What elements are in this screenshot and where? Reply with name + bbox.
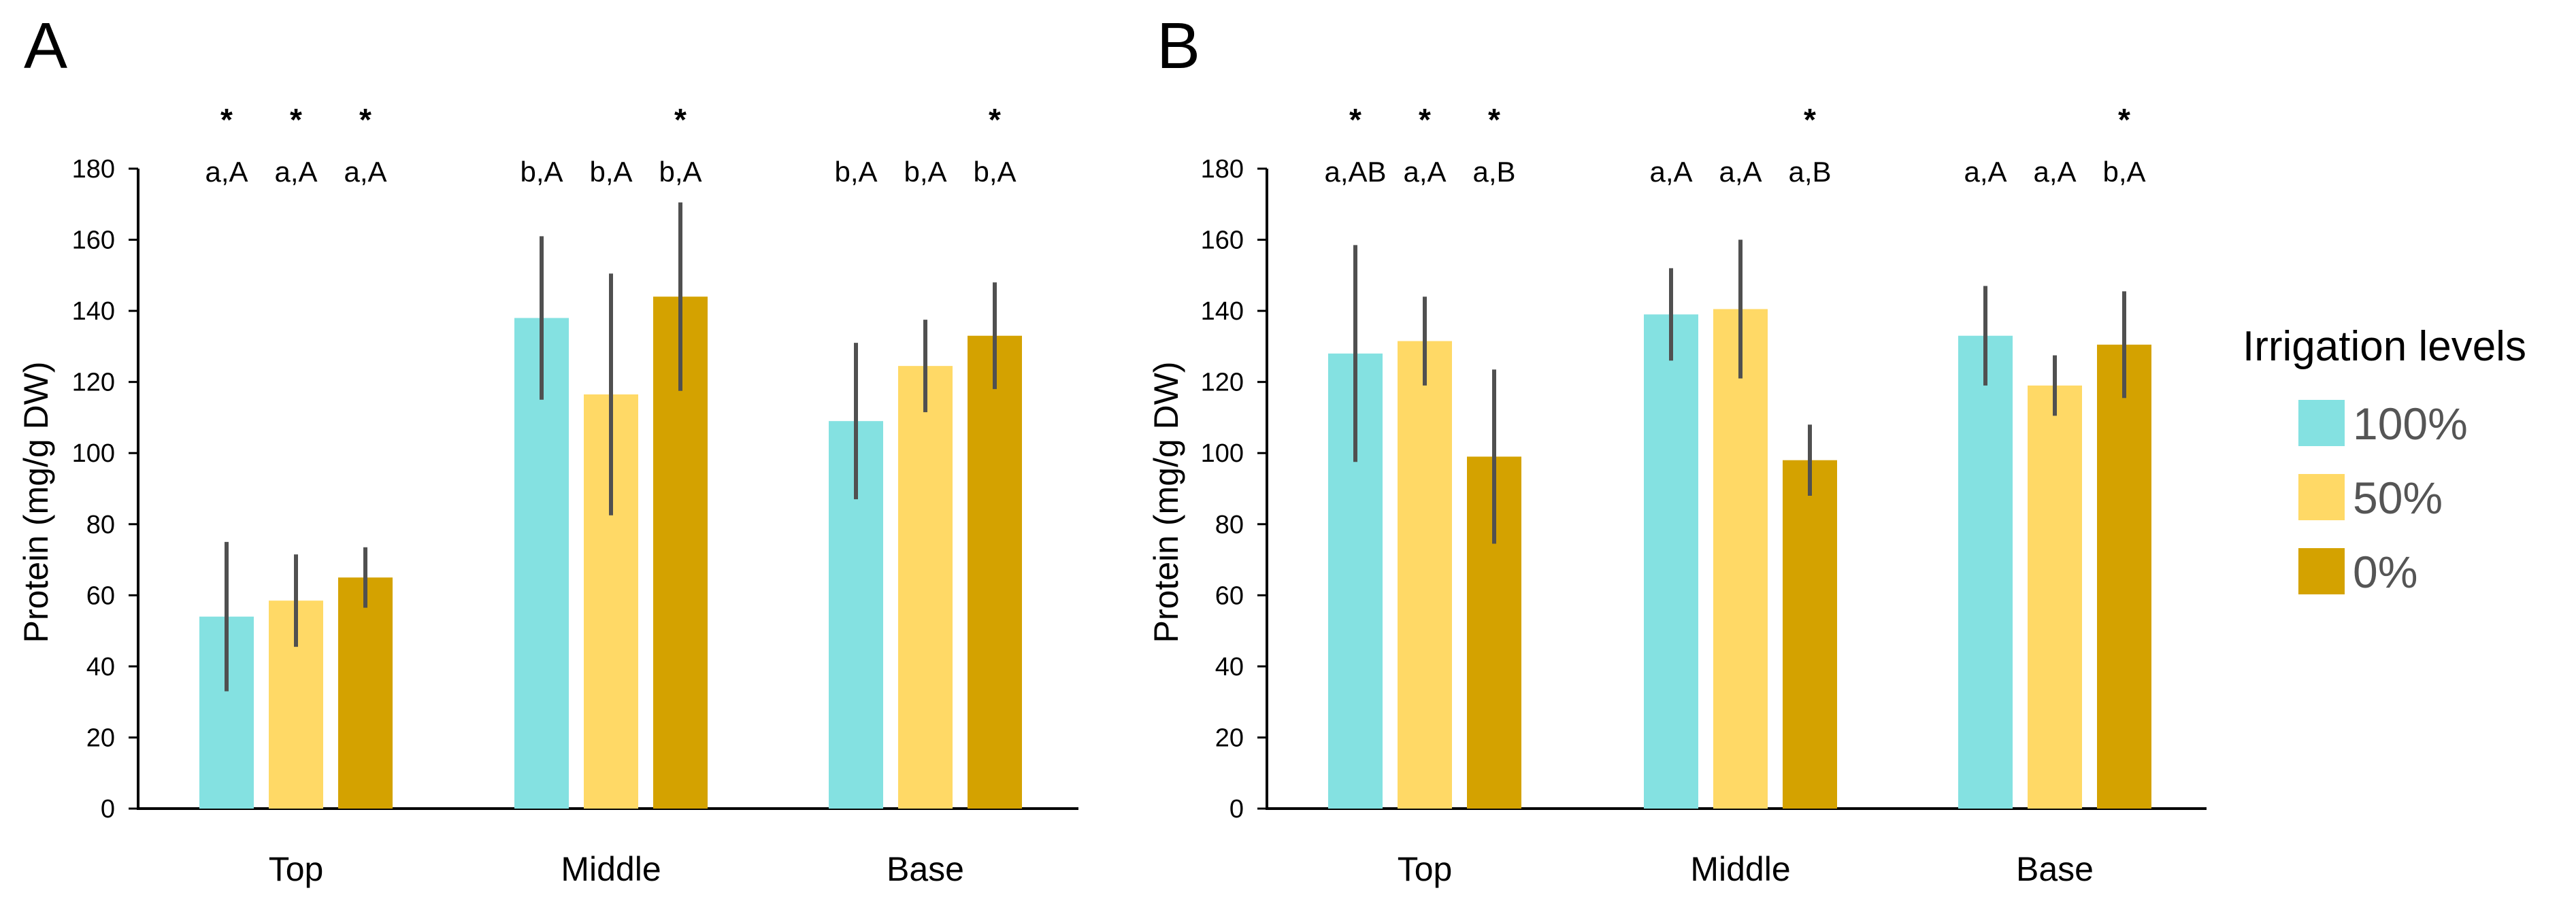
significance-label-0-base: b,A bbox=[2102, 156, 2145, 188]
y-tick-label: 160 bbox=[1201, 226, 1244, 255]
significance-label-100-middle: b,A bbox=[520, 156, 563, 188]
significance-label-0-middle: a,B bbox=[1788, 156, 1831, 188]
y-tick-label: 20 bbox=[86, 724, 115, 752]
significance-label-0-base: b,A bbox=[973, 156, 1016, 188]
legend: Irrigation levels 100% 50% 0% bbox=[2243, 323, 2526, 597]
bar-50-middle bbox=[1713, 309, 1768, 809]
y-tick-label: 40 bbox=[1215, 653, 1244, 681]
significance-label-100-base: a,A bbox=[1964, 156, 2007, 188]
significance-label-50-middle: b,A bbox=[589, 156, 632, 188]
bar-100-middle bbox=[1644, 314, 1698, 809]
y-tick-label: 180 bbox=[72, 155, 115, 184]
panel-b: B Protein (mg/g DW) 0 20 40 60 80 100 120 140 160 1… bbox=[1147, 10, 2207, 888]
significance-star-100-top: * bbox=[220, 102, 233, 137]
y-tick-label: 120 bbox=[1201, 369, 1244, 397]
y-tick-label: 160 bbox=[72, 226, 115, 255]
y-tick-label: 60 bbox=[86, 581, 115, 610]
panel-a: A Protein (mg/g DW) 0 20 40 60 80 100 120 140 160 1… bbox=[17, 10, 1078, 888]
y-tick-label: 40 bbox=[86, 653, 115, 681]
significance-star-0-middle: * bbox=[1804, 102, 1816, 137]
y-tick-label: 0 bbox=[101, 795, 115, 824]
significance-label-50-middle: a,A bbox=[1719, 156, 1762, 188]
legend-swatch-50 bbox=[2298, 474, 2345, 520]
panel-letter: A bbox=[24, 10, 67, 82]
y-tick-label: 140 bbox=[72, 297, 115, 326]
bar-50-base bbox=[2028, 385, 2082, 809]
y-tick-label: 180 bbox=[1201, 155, 1244, 184]
category-label-middle: Middle bbox=[1690, 850, 1790, 888]
legend-title: Irrigation levels bbox=[2243, 323, 2526, 370]
significance-label-0-top: a,B bbox=[1472, 156, 1515, 188]
category-label-middle: Middle bbox=[561, 850, 661, 888]
y-tick-label: 100 bbox=[72, 439, 115, 468]
significance-star-0-top: * bbox=[359, 102, 371, 137]
significance-star-0-top: * bbox=[1488, 102, 1500, 137]
y-axis-label: Protein (mg/g DW) bbox=[1147, 362, 1185, 643]
significance-star-0-base: * bbox=[989, 102, 1001, 137]
legend-label-100: 100% bbox=[2353, 399, 2468, 449]
significance-label-50-top: a,A bbox=[1403, 156, 1446, 188]
legend-label-50: 50% bbox=[2353, 473, 2443, 523]
significance-star-100-top: * bbox=[1349, 102, 1361, 137]
bar-0-middle bbox=[1783, 460, 1837, 809]
significance-label-50-base: a,A bbox=[2033, 156, 2076, 188]
significance-star-50-top: * bbox=[290, 102, 302, 137]
y-tick-label: 0 bbox=[1229, 795, 1244, 824]
significance-label-50-base: b,A bbox=[904, 156, 946, 188]
y-tick-label: 80 bbox=[1215, 511, 1244, 539]
y-tick-label: 140 bbox=[1201, 297, 1244, 326]
significance-label-0-top: a,A bbox=[344, 156, 386, 188]
legend-swatch-0 bbox=[2298, 548, 2345, 594]
y-tick-label: 60 bbox=[1215, 581, 1244, 610]
bar-0-base bbox=[2097, 344, 2151, 809]
significance-label-100-base: b,A bbox=[834, 156, 877, 188]
y-tick-label: 100 bbox=[1201, 439, 1244, 468]
bar-50-base bbox=[898, 366, 953, 809]
category-label-top: Top bbox=[1398, 850, 1453, 888]
bar-0-base bbox=[968, 335, 1022, 809]
bar-0-top bbox=[338, 577, 393, 809]
legend-swatch-100 bbox=[2298, 400, 2345, 446]
significance-star-50-top: * bbox=[1419, 102, 1431, 137]
category-label-base: Base bbox=[2016, 850, 2094, 888]
y-tick-label: 20 bbox=[1215, 724, 1244, 752]
bar-50-top bbox=[1398, 341, 1452, 809]
category-label-base: Base bbox=[887, 850, 964, 888]
significance-label-50-top: a,A bbox=[274, 156, 317, 188]
y-tick-label: 120 bbox=[72, 369, 115, 397]
legend-label-0: 0% bbox=[2353, 547, 2417, 597]
bar-100-base bbox=[1958, 335, 2013, 809]
category-label-top: Top bbox=[269, 850, 324, 888]
significance-star-0-middle: * bbox=[674, 102, 687, 137]
significance-label-0-middle: b,A bbox=[659, 156, 701, 188]
panel-letter: B bbox=[1157, 10, 1200, 82]
significance-label-100-top: a,AB bbox=[1324, 156, 1386, 188]
significance-star-0-base: * bbox=[2118, 102, 2130, 137]
significance-label-100-middle: a,A bbox=[1649, 156, 1692, 188]
y-axis-label: Protein (mg/g DW) bbox=[17, 362, 55, 643]
y-tick-label: 80 bbox=[86, 511, 115, 539]
significance-label-100-top: a,A bbox=[205, 156, 248, 188]
